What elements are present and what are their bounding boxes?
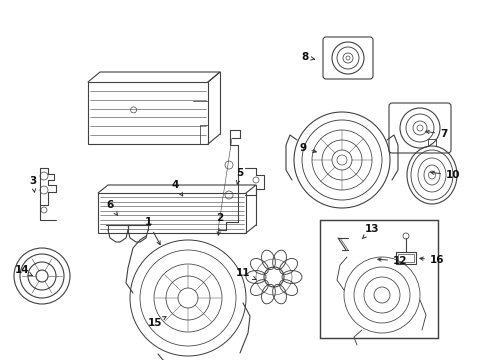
Text: 13: 13 [362,224,379,239]
Text: 5: 5 [236,168,243,184]
Text: 10: 10 [430,170,460,180]
Text: 15: 15 [147,316,166,328]
Text: 6: 6 [106,200,117,215]
Text: 12: 12 [377,256,407,266]
Text: 16: 16 [419,255,444,265]
Text: 1: 1 [144,217,160,244]
Text: 11: 11 [235,268,256,280]
Text: 8: 8 [301,52,314,62]
Text: 7: 7 [425,129,447,139]
Bar [98,193,245,233]
Bar [395,252,415,264]
Text: 2: 2 [216,213,223,235]
Text: 4: 4 [171,180,183,196]
Text: 9: 9 [299,143,316,153]
Text: 3: 3 [29,176,37,192]
Bar [397,254,413,262]
Text: 14: 14 [15,265,32,276]
Bar [88,82,207,144]
Bar [319,220,437,338]
